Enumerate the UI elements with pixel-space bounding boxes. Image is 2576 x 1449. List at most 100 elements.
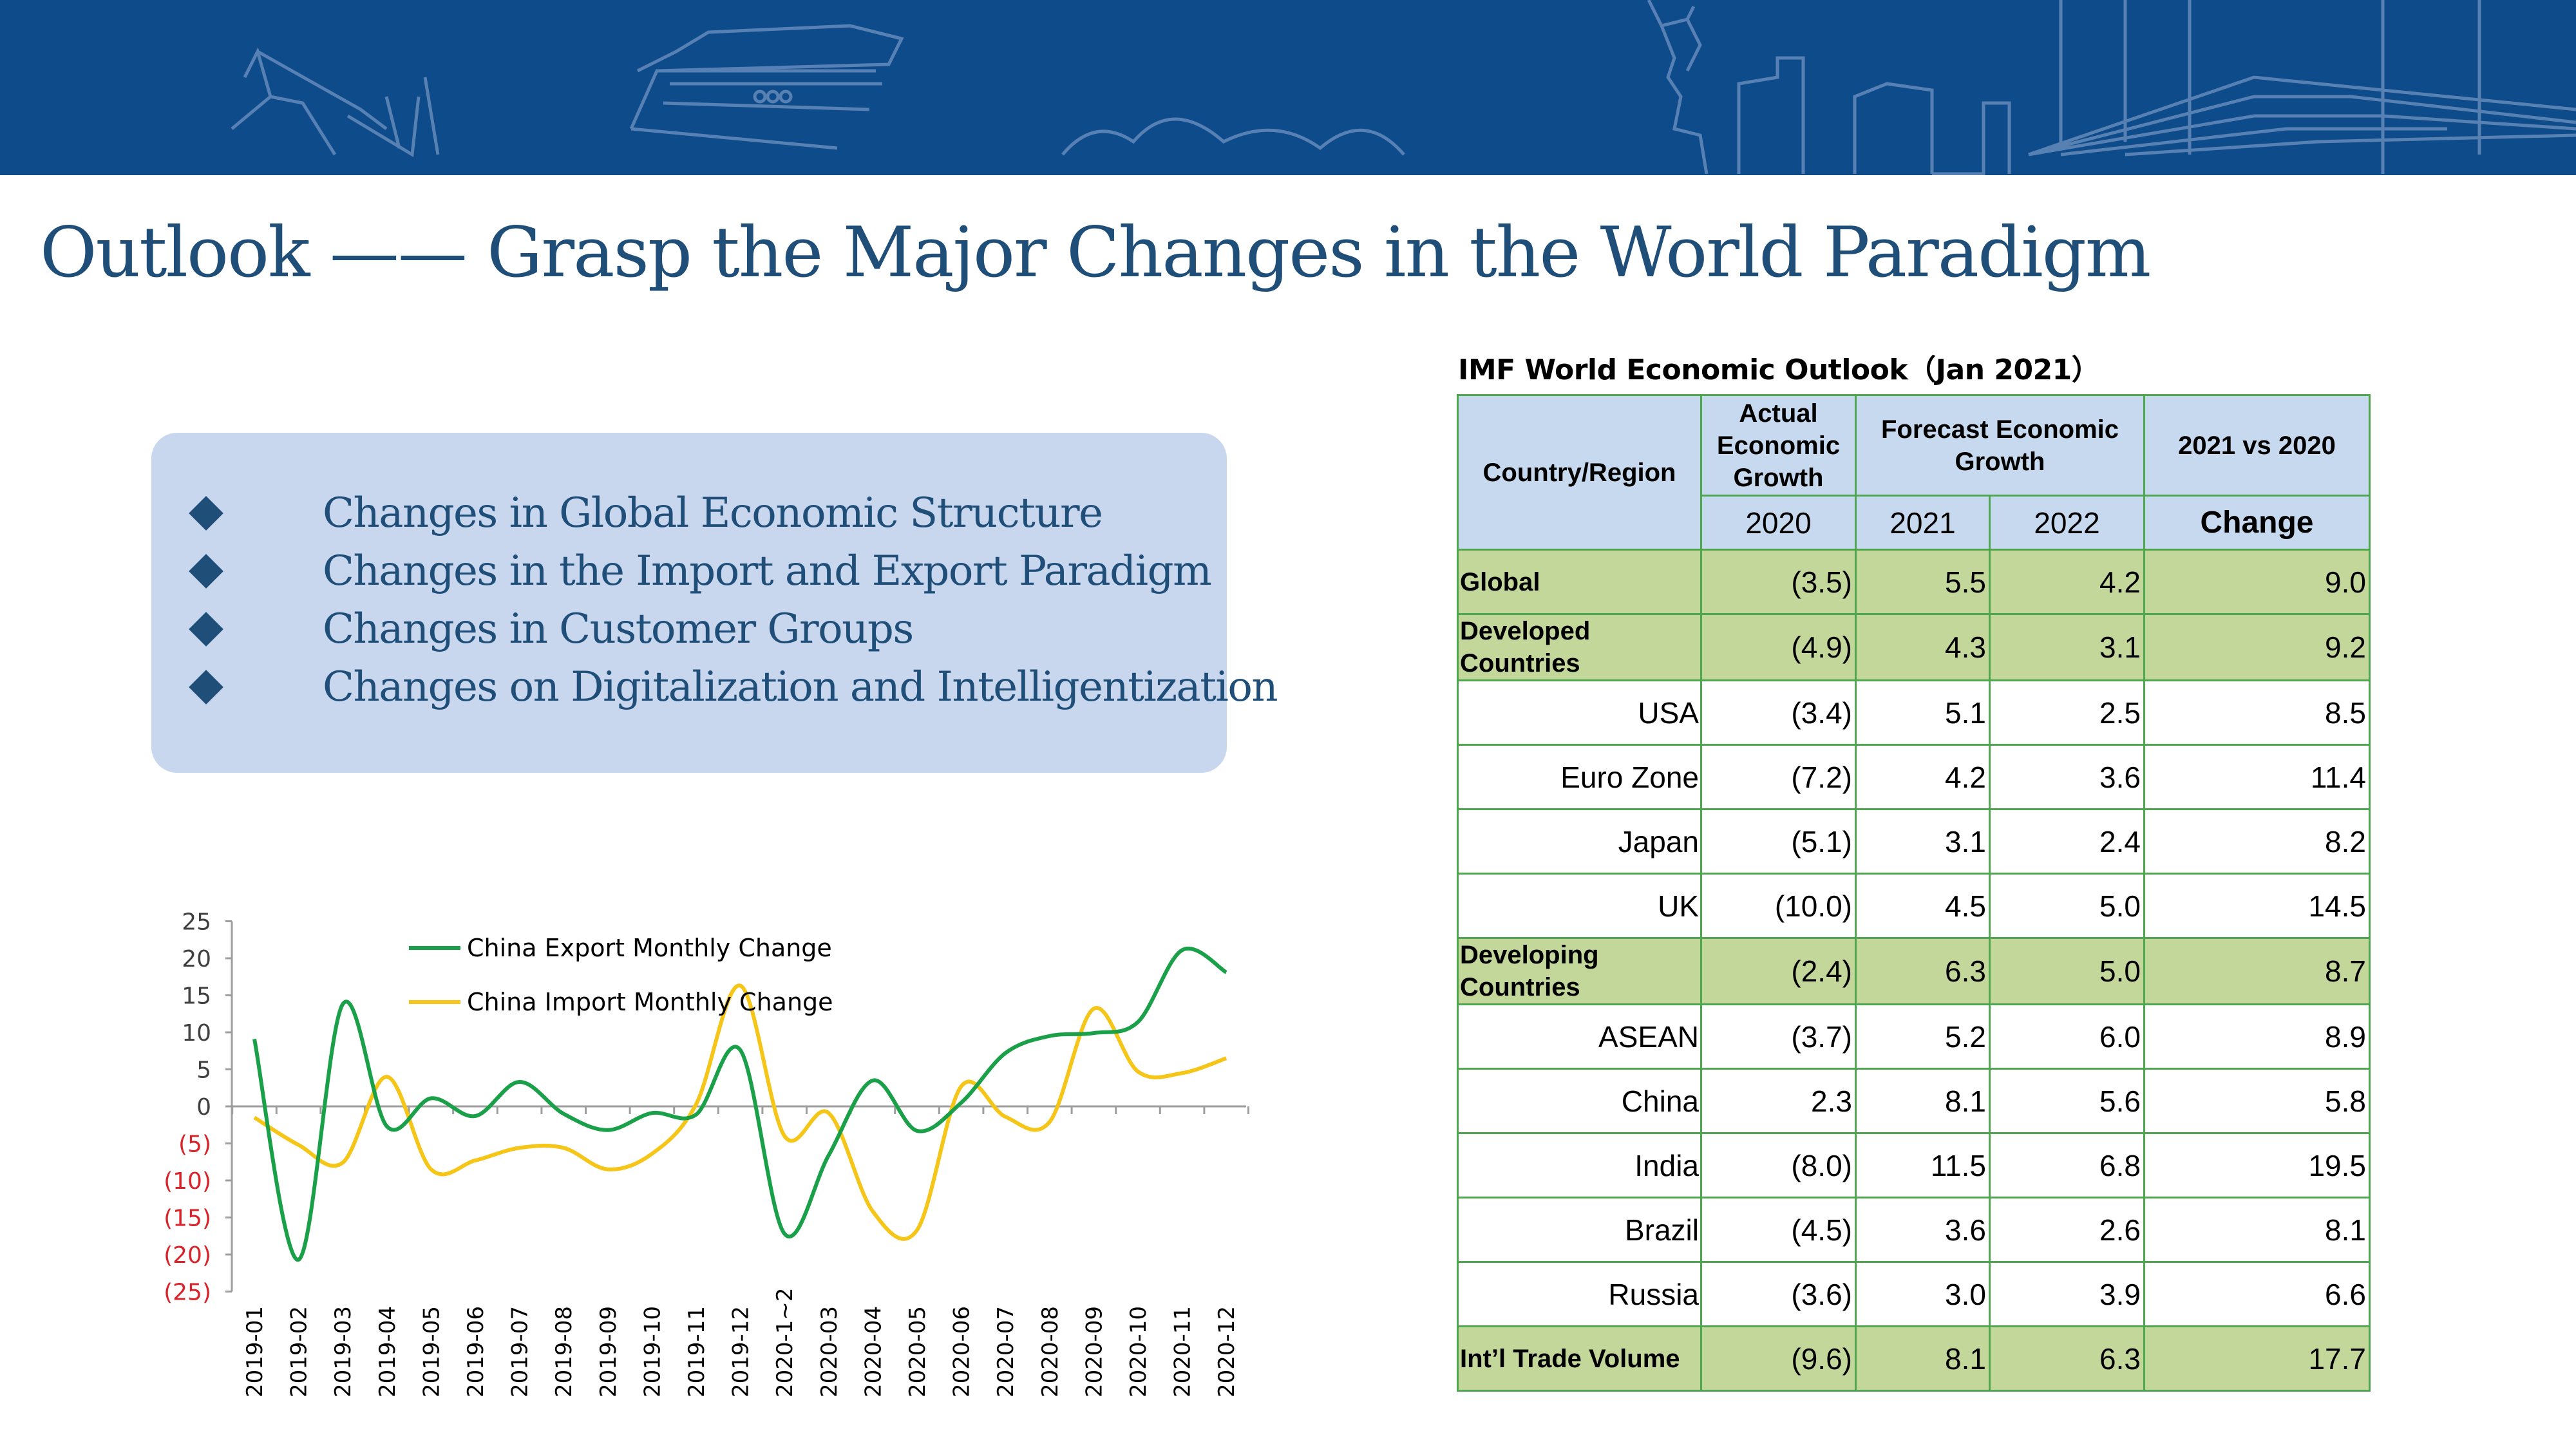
bullet-item: Changes in the Import and Export Paradig… — [184, 542, 1212, 600]
value-2022-cell: 2.6 — [1989, 1197, 2145, 1263]
y-tick-label: 20 — [182, 946, 211, 972]
chart-legend: China Export Monthly Change China Import … — [409, 934, 833, 1016]
country-cell: Int’l Trade Volume — [1457, 1325, 1702, 1392]
bullet-item: Changes on Digitalization and Intelligen… — [184, 658, 1278, 716]
country-cell: Developed Countries — [1457, 613, 1702, 681]
table-row: Developed Countries (4.9) 4.3 3.1 9.2 — [1457, 613, 2371, 681]
y-tick-label: 0 — [196, 1094, 211, 1121]
header-country: Country/Region — [1457, 394, 1702, 551]
country-cell: Japan — [1457, 808, 1702, 875]
table-row: USA (3.4) 5.1 2.5 8.5 — [1457, 679, 2371, 746]
header-actual-growth: Actual Economic Growth — [1700, 394, 1857, 497]
x-tick-label: 2019-11 — [684, 1306, 710, 1397]
x-tick-label: 2020-03 — [817, 1306, 842, 1397]
country-cell: USA — [1457, 679, 1702, 746]
value-2021-cell: 6.3 — [1855, 937, 1991, 1005]
bullet-item: Changes in Customer Groups — [184, 600, 914, 658]
diamond-bullet-icon — [189, 554, 223, 589]
value-2021-cell: 5.1 — [1855, 679, 1991, 746]
value-2022-cell: 2.4 — [1989, 808, 2145, 875]
value-2020-cell: (4.5) — [1700, 1197, 1857, 1263]
change-cell: 8.9 — [2143, 1003, 2371, 1070]
y-tick-label: (5) — [178, 1132, 211, 1158]
table-row: Japan (5.1) 3.1 2.4 8.2 — [1457, 808, 2371, 875]
chart-axes — [225, 920, 1249, 1293]
bullet-text: Changes on Digitalization and Intelligen… — [323, 663, 1278, 711]
table-row: Developing Countries (2.4) 6.3 5.0 8.7 — [1457, 937, 2371, 1005]
x-tick-label: 2020-12 — [1214, 1306, 1240, 1397]
header-forecast-growth: Forecast Economic Growth — [1855, 394, 2145, 497]
diamond-bullet-icon — [189, 670, 223, 705]
table-row: Euro Zone (7.2) 4.2 3.6 11.4 — [1457, 744, 2371, 810]
y-tick-label: 15 — [182, 983, 211, 1010]
country-cell: Brazil — [1457, 1197, 1702, 1263]
value-2020-cell: (9.6) — [1700, 1325, 1857, 1392]
chart-series-lines — [252, 947, 1227, 1262]
country-cell: Euro Zone — [1457, 744, 1702, 810]
x-tick-label: 2019-08 — [551, 1306, 577, 1397]
change-cell: 14.5 — [2143, 873, 2371, 939]
change-cell: 5.8 — [2143, 1068, 2371, 1134]
change-cell: 8.1 — [2143, 1197, 2371, 1263]
skyline-illustration — [231, 0, 2576, 175]
value-2020-cell: 2.3 — [1700, 1068, 1857, 1134]
y-tick-label: 10 — [182, 1020, 211, 1046]
country-cell: India — [1457, 1132, 1702, 1198]
change-cell: 8.7 — [2143, 937, 2371, 1005]
y-tick-label: (20) — [164, 1242, 211, 1269]
value-2021-cell: 11.5 — [1855, 1132, 1991, 1198]
header-year-2022: 2022 — [1989, 495, 2145, 551]
x-tick-label: 2020-04 — [860, 1306, 886, 1397]
change-cell: 9.2 — [2143, 613, 2371, 681]
value-2020-cell: (4.9) — [1700, 613, 1857, 681]
change-cell: 19.5 — [2143, 1132, 2371, 1198]
table-row: Brazil (4.5) 3.6 2.6 8.1 — [1457, 1197, 2371, 1263]
export-series-line — [252, 947, 1227, 1262]
value-2020-cell: (3.5) — [1700, 549, 1857, 615]
x-tick-label: 2019-05 — [419, 1306, 444, 1397]
country-cell: Developing Countries — [1457, 937, 1702, 1005]
table-row: China 2.3 8.1 5.6 5.8 — [1457, 1068, 2371, 1134]
x-tick-label: 2019-10 — [639, 1306, 665, 1397]
x-tick-label: 2019-04 — [375, 1306, 401, 1397]
x-tick-label: 2019-09 — [596, 1306, 621, 1397]
value-2022-cell: 3.9 — [1989, 1261, 2145, 1327]
country-cell: Global — [1457, 549, 1702, 615]
y-tick-label: (15) — [164, 1206, 211, 1232]
table-row: UK (10.0) 4.5 5.0 14.5 — [1457, 873, 2371, 939]
value-2022-cell: 2.5 — [1989, 679, 2145, 746]
value-2021-cell: 3.6 — [1855, 1197, 1991, 1263]
value-2022-cell: 5.0 — [1989, 873, 2145, 939]
value-2022-cell: 5.6 — [1989, 1068, 2145, 1134]
bullet-text: Changes in Global Economic Structure — [323, 489, 1103, 537]
value-2021-cell: 8.1 — [1855, 1325, 1991, 1392]
header-change: Change — [2143, 495, 2371, 551]
value-2021-cell: 4.3 — [1855, 613, 1991, 681]
x-axis-tick-labels: 2019-01 2019-02 2019-03 2019-04 2019-05 2019-… — [242, 1287, 1240, 1397]
value-2022-cell: 6.0 — [1989, 1003, 2145, 1070]
y-tick-label: (10) — [164, 1168, 211, 1195]
x-tick-label: 2019-06 — [463, 1306, 489, 1397]
value-2020-cell: (5.1) — [1700, 808, 1857, 875]
value-2021-cell: 8.1 — [1855, 1068, 1991, 1134]
change-cell: 9.0 — [2143, 549, 2371, 615]
change-cell: 17.7 — [2143, 1325, 2371, 1392]
bullet-text: Changes in the Import and Export Paradig… — [323, 547, 1212, 595]
header-year-2021: 2021 — [1855, 495, 1991, 551]
header-year-2020: 2020 — [1700, 495, 1857, 551]
value-2021-cell: 5.5 — [1855, 549, 1991, 615]
value-2020-cell: (3.4) — [1700, 679, 1857, 746]
page-title: Outlook —— Grasp the Major Changes in th… — [40, 213, 2151, 293]
x-tick-label: 2020-10 — [1126, 1306, 1151, 1397]
x-tick-label: 2020-05 — [905, 1306, 931, 1397]
country-cell: UK — [1457, 873, 1702, 939]
imf-outlook-table: Country/Region Actual Economic Growth Fo… — [1457, 394, 2371, 1392]
value-2022-cell: 5.0 — [1989, 937, 2145, 1005]
bullet-item: Changes in Global Economic Structure — [184, 484, 1103, 542]
value-2022-cell: 6.3 — [1989, 1325, 2145, 1392]
value-2022-cell: 3.6 — [1989, 744, 2145, 810]
x-tick-label: 2020-11 — [1170, 1306, 1196, 1397]
y-tick-label: 5 — [196, 1057, 211, 1084]
key-points-box: Changes in Global Economic Structure Cha… — [151, 433, 1278, 773]
value-2021-cell: 4.2 — [1855, 744, 1991, 810]
